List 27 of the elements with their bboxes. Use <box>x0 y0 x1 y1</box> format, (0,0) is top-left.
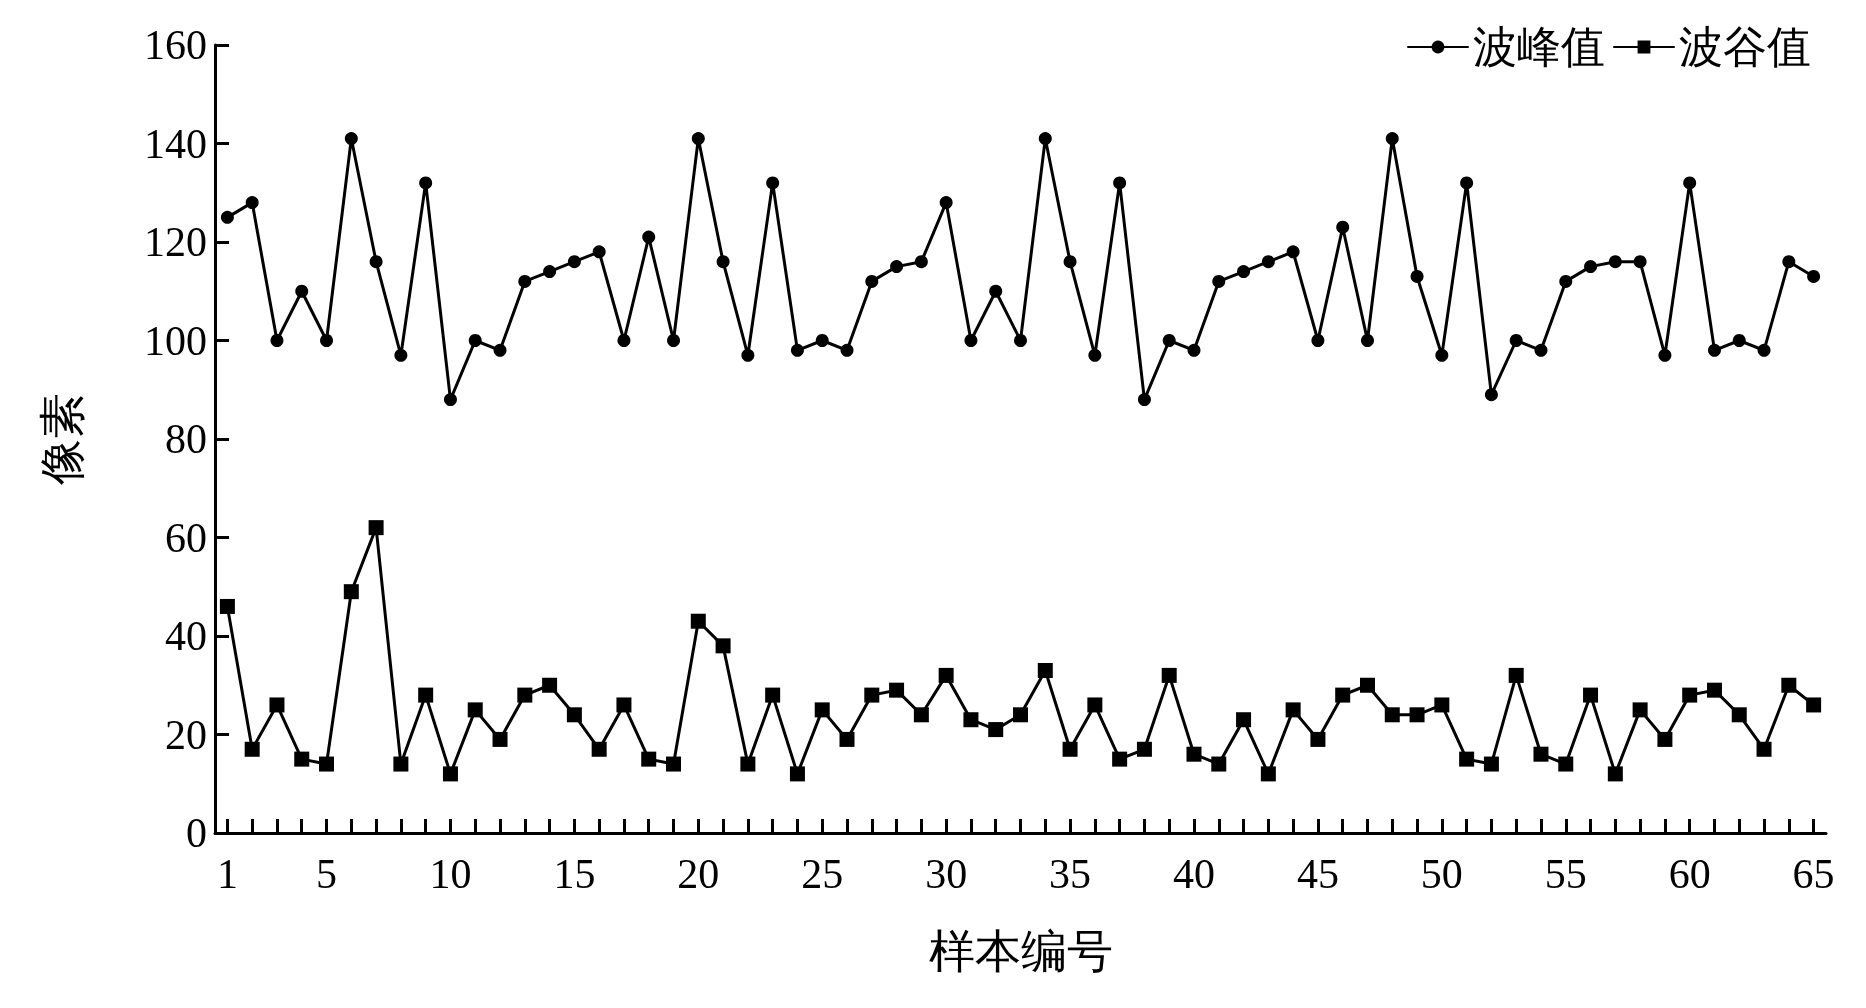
x-tick-label: 20 <box>677 851 720 897</box>
x-tick-label: 1 <box>216 851 238 897</box>
x-tick-label: 25 <box>801 851 844 897</box>
y-tick-label: 160 <box>144 22 207 68</box>
y-tick-label: 140 <box>144 120 207 167</box>
y-tick-label: 120 <box>144 219 207 265</box>
y-tick-label: 40 <box>165 613 207 659</box>
x-tick-label: 30 <box>925 851 968 897</box>
y-tick-label: 20 <box>165 711 207 758</box>
x-tick-label: 40 <box>1172 851 1215 897</box>
y-tick-label: 0 <box>186 810 207 856</box>
x-tick-label: 60 <box>1668 851 1711 897</box>
legend-label: 波峰值 <box>1473 22 1605 72</box>
y-tick-label: 80 <box>165 416 207 462</box>
legend-label: 波谷值 <box>1679 22 1811 72</box>
x-tick-label: 5 <box>316 851 338 897</box>
x-tick-label: 35 <box>1049 851 1092 897</box>
y-tick-label: 60 <box>165 514 207 561</box>
x-tick-label: 55 <box>1544 851 1587 897</box>
x-tick-label: 15 <box>553 851 596 897</box>
x-tick-label: 50 <box>1420 851 1463 897</box>
y-axis-title: 像素 <box>36 393 88 485</box>
y-tick-label: 100 <box>144 317 207 364</box>
x-axis-title: 样本编号 <box>928 925 1113 977</box>
x-tick-label: 10 <box>429 851 472 897</box>
x-tick-label: 45 <box>1296 851 1339 897</box>
x-tick-label: 65 <box>1792 851 1835 897</box>
